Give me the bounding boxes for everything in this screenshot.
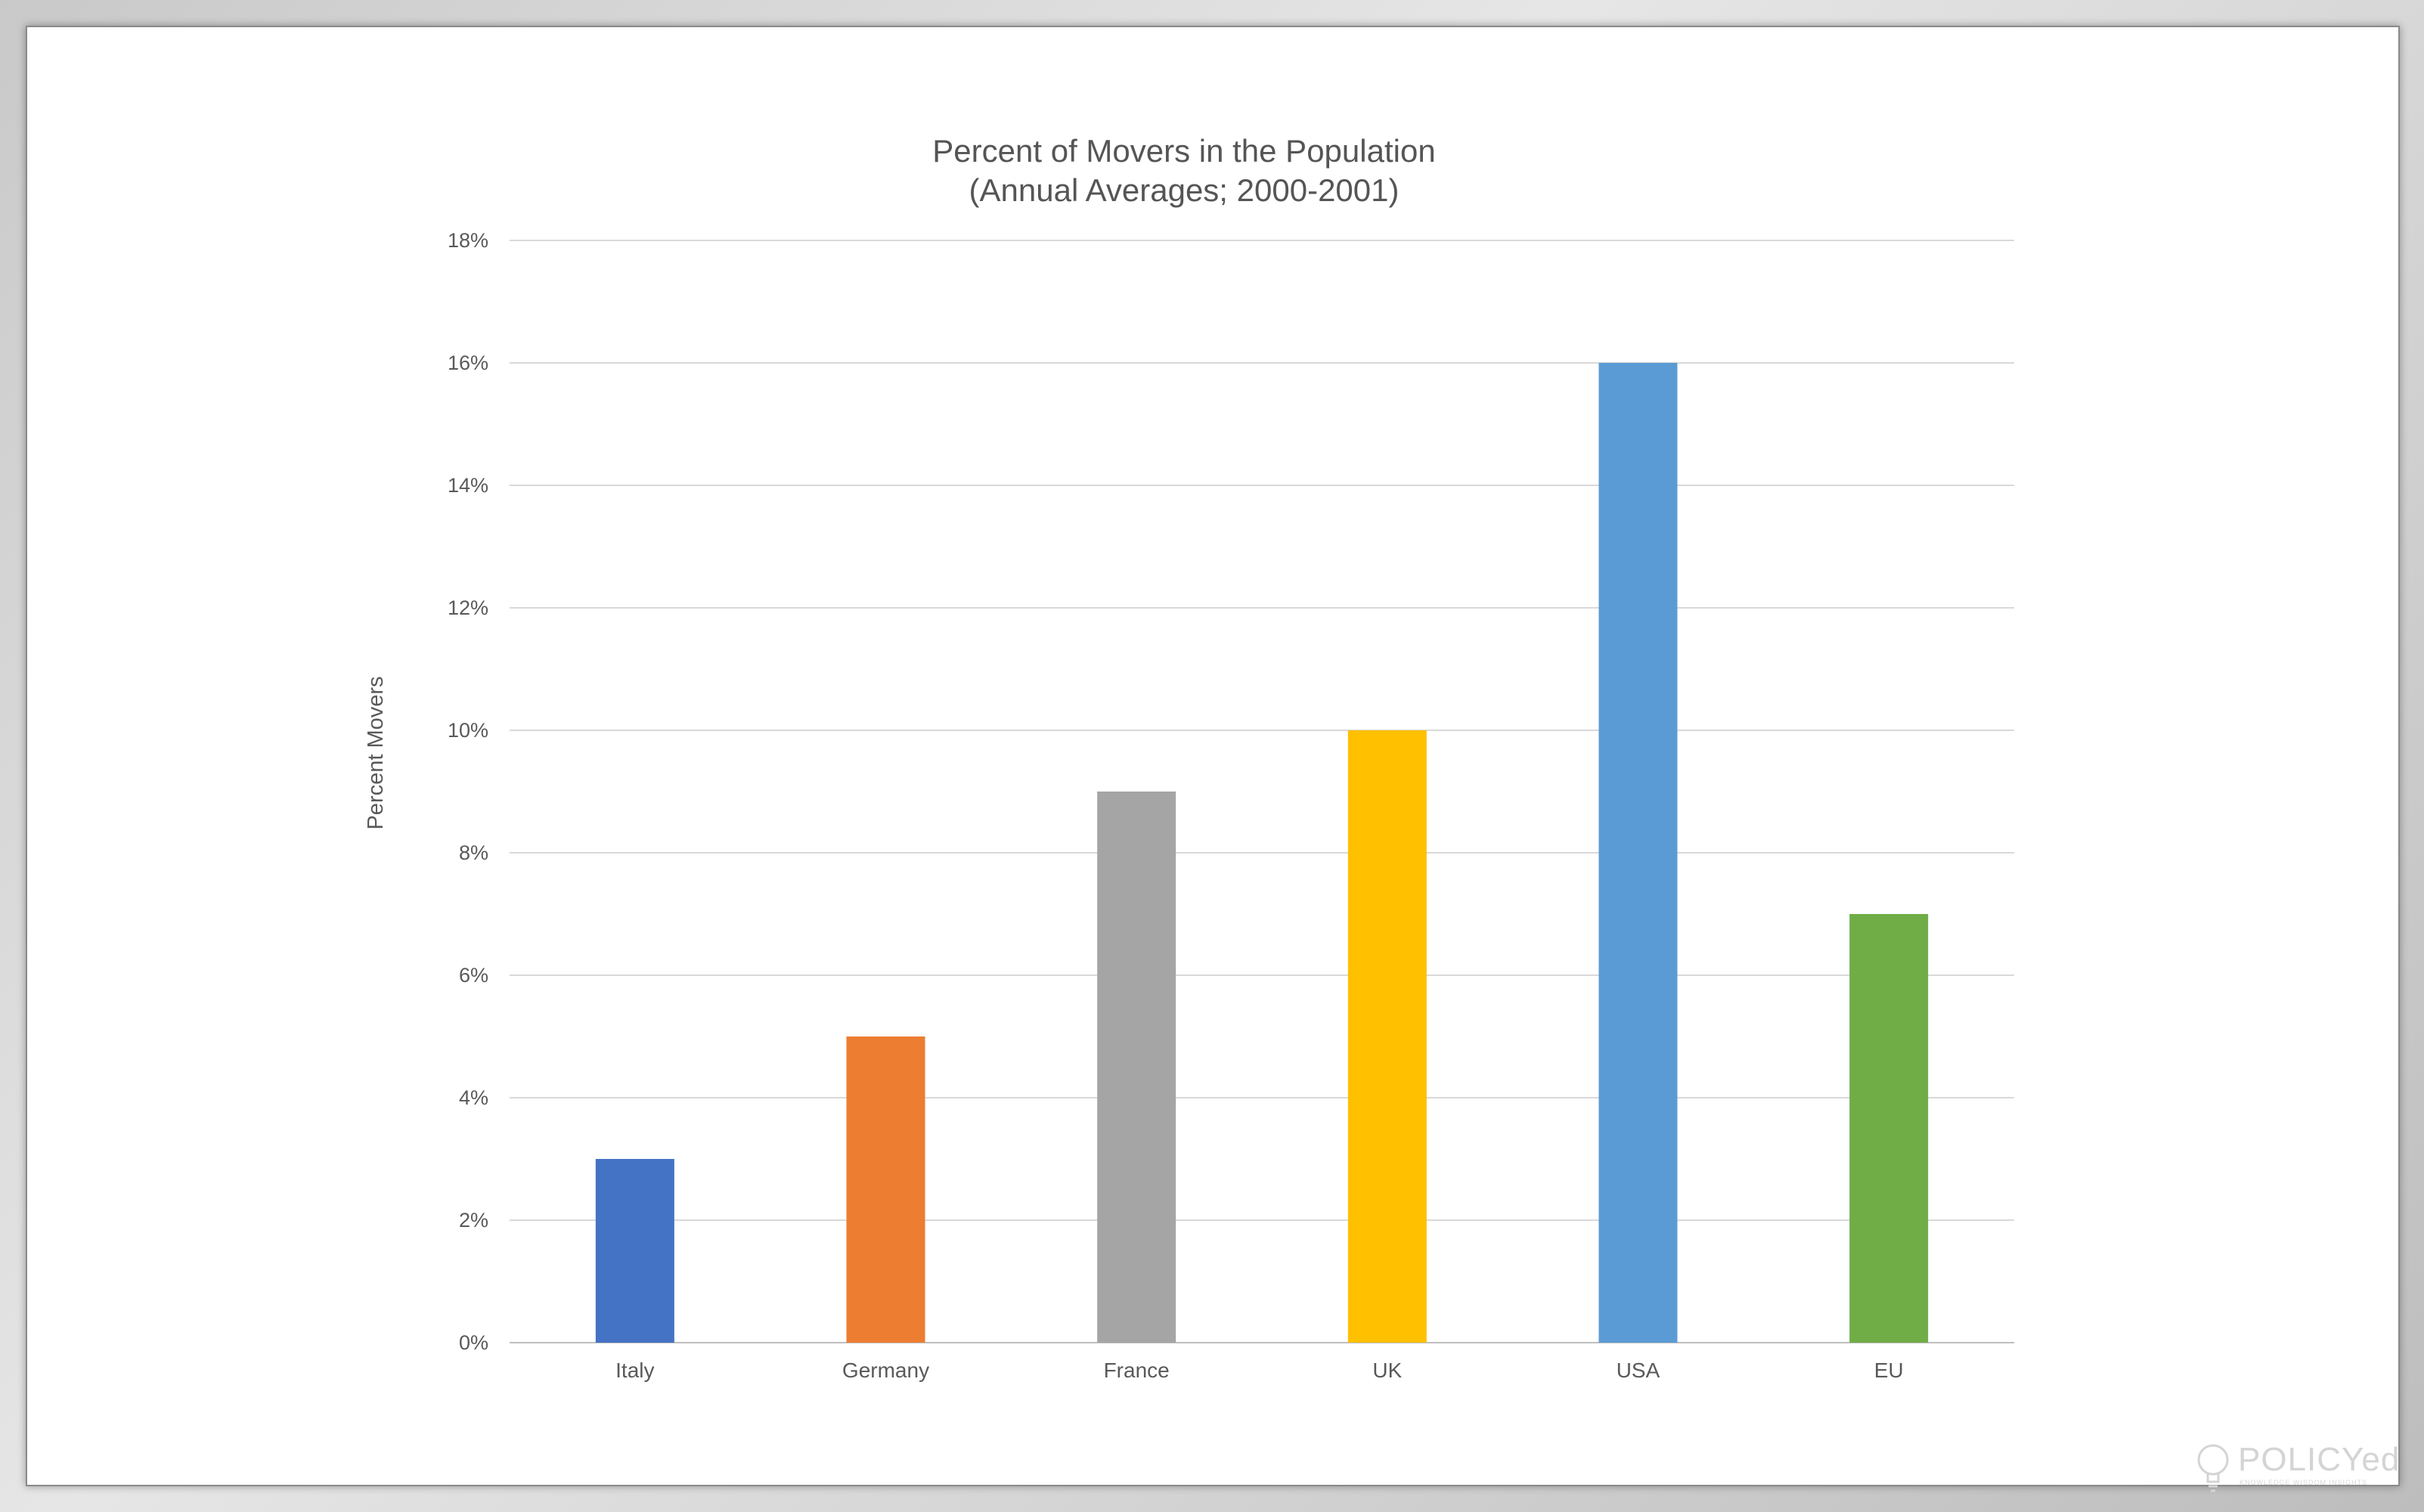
lightbulb-icon (2197, 1444, 2229, 1492)
bar-italy (595, 1159, 674, 1343)
y-tick-label: 4% (459, 1086, 488, 1109)
chart-title: Percent of Movers in the Population (932, 133, 1435, 169)
y-tick-label: 16% (448, 352, 488, 374)
y-tick-label: 6% (459, 964, 488, 987)
y-tick-label: 18% (448, 229, 488, 252)
x-tick-labels: Italy Germany France UK USA EU (615, 1359, 1903, 1382)
bar-uk (1347, 730, 1427, 1343)
y-tick-label: 12% (448, 596, 488, 619)
x-tick-label: France (1104, 1359, 1170, 1382)
y-tick-label: 8% (459, 841, 488, 864)
y-tick-labels: 0% 2% 4% 6% 8% 10% 12% 14% 16% 18% (448, 229, 488, 1354)
logo-wordmark: POLICYed (2238, 1441, 2401, 1478)
chart-subtitle: (Annual Averages; 2000-2001) (969, 172, 1400, 208)
y-tick-label: 2% (459, 1209, 488, 1232)
x-tick-label: UK (1372, 1359, 1402, 1382)
x-tick-label: EU (1874, 1359, 1904, 1382)
bar-usa (1598, 363, 1678, 1343)
gridlines (510, 240, 2014, 1343)
slide-frame: Percent of Movers in the Population (Ann… (26, 26, 2400, 1492)
bar-eu (1849, 914, 1929, 1343)
x-tick-label: Italy (615, 1359, 654, 1382)
bars (595, 363, 1929, 1343)
x-tick-label: USA (1617, 1359, 1660, 1382)
y-axis-title: Percent Movers (364, 676, 388, 829)
y-tick-label: 0% (459, 1331, 488, 1354)
bar-germany (846, 1036, 925, 1343)
y-tick-label: 10% (448, 719, 488, 742)
bar-chart: Percent of Movers in the Population (Ann… (364, 133, 2014, 1382)
logo-tagline: KNOWLEDGE WISDOM INSIGHTS (2240, 1479, 2368, 1486)
x-tick-label: Germany (842, 1359, 929, 1382)
bar-france (1097, 792, 1176, 1343)
y-tick-label: 14% (448, 474, 488, 497)
policyed-logo: POLICYed KNOWLEDGE WISDOM INSIGHTS (2191, 1439, 2403, 1495)
